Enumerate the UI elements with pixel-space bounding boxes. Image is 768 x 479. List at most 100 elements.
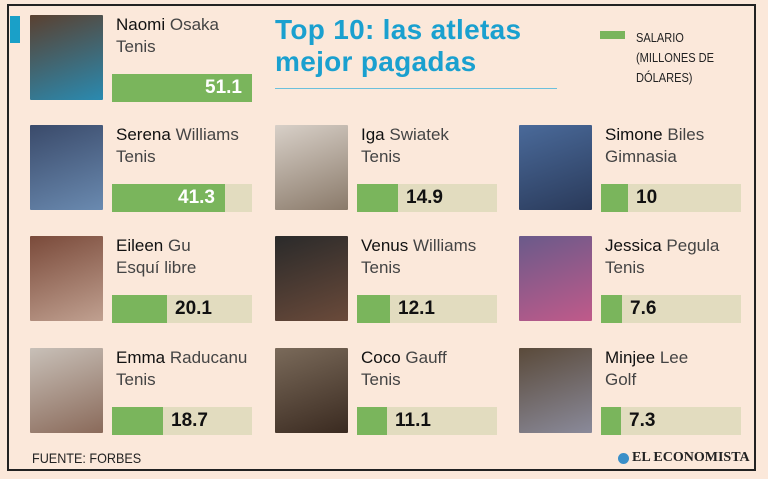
last-name: Gu bbox=[168, 236, 191, 255]
title-underline bbox=[275, 88, 557, 89]
athlete-name: Emma Raducanu bbox=[116, 348, 247, 368]
bar-value-label: 10 bbox=[636, 187, 658, 208]
bar-fill bbox=[601, 295, 622, 323]
bar-value-label: 12.1 bbox=[398, 298, 435, 319]
athlete-name: Coco Gauff bbox=[361, 348, 447, 368]
last-name: Pegula bbox=[666, 236, 720, 255]
bar-fill bbox=[357, 184, 398, 212]
last-name: Swiatek bbox=[389, 125, 449, 144]
bar-fill bbox=[112, 295, 167, 323]
athlete-photo bbox=[275, 348, 348, 433]
first-name: Iga bbox=[361, 125, 385, 144]
last-name: Williams bbox=[175, 125, 239, 144]
athlete-sport: Golf bbox=[605, 370, 637, 389]
athlete-name: Eileen Gu bbox=[116, 236, 191, 256]
bar-track: 7.3 bbox=[601, 407, 741, 435]
bar-track: 20.1 bbox=[112, 295, 252, 323]
athlete-card: Venus Williams Tenis 12.1 bbox=[275, 236, 505, 332]
athlete-sport: Tenis bbox=[116, 370, 156, 389]
athlete-sport: Tenis bbox=[116, 147, 156, 166]
first-name: Eileen bbox=[116, 236, 164, 255]
bar-fill bbox=[601, 184, 628, 212]
bar-fill bbox=[112, 407, 163, 435]
first-name: Naomi bbox=[116, 15, 166, 34]
bar-track: 11.1 bbox=[357, 407, 497, 435]
first-name: Coco bbox=[361, 348, 401, 367]
first-name: Jessica bbox=[605, 236, 662, 255]
athlete-name: Serena Williams bbox=[116, 125, 239, 145]
brand-name: EL ECONOMISTA bbox=[632, 450, 750, 465]
title-line-1: Top 10: las atletas bbox=[275, 14, 522, 45]
legend-swatch bbox=[600, 31, 625, 39]
source-note: FUENTE: FORBES bbox=[32, 450, 142, 466]
athlete-card: Eileen Gu Esquí libre 20.1 bbox=[30, 236, 260, 332]
last-name: Biles bbox=[667, 125, 705, 144]
athlete-photo bbox=[30, 348, 103, 433]
bar-track: 12.1 bbox=[357, 295, 497, 323]
athlete-photo bbox=[275, 236, 348, 321]
bar-value-label: 20.1 bbox=[175, 298, 212, 319]
athlete-name: Jessica Pegula bbox=[605, 236, 719, 256]
bar-value-label: 18.7 bbox=[171, 410, 208, 431]
athlete-name: Venus Williams bbox=[361, 236, 476, 256]
athlete-photo bbox=[519, 348, 592, 433]
athlete-name: Iga Swiatek bbox=[361, 125, 449, 145]
athlete-card: Coco Gauff Tenis 11.1 bbox=[275, 348, 505, 444]
athlete-photo bbox=[30, 236, 103, 321]
bar-value-label: 41.3 bbox=[178, 187, 215, 208]
bar-fill bbox=[357, 295, 390, 323]
bar-track: 14.9 bbox=[357, 184, 497, 212]
athlete-sport: Tenis bbox=[361, 147, 401, 166]
bar-track: 10 bbox=[601, 184, 741, 212]
athlete-photo bbox=[519, 236, 592, 321]
athlete-sport: Tenis bbox=[116, 37, 156, 56]
first-name: Serena bbox=[116, 125, 171, 144]
globe-icon bbox=[618, 452, 629, 464]
athlete-sport: Tenis bbox=[605, 258, 645, 277]
athlete-name: Minjee Lee bbox=[605, 348, 688, 368]
bar-value-label: 11.1 bbox=[395, 410, 431, 431]
athlete-card: Simone Biles Gimnasia 10 bbox=[519, 125, 749, 221]
bar-value-label: 14.9 bbox=[406, 187, 443, 208]
athlete-sport: Gimnasia bbox=[605, 147, 677, 166]
legend-label: SALARIO (MILLONES DE DÓLARES) bbox=[636, 30, 714, 85]
athlete-photo bbox=[30, 15, 103, 100]
accent-bar bbox=[10, 16, 20, 43]
bar-track: 18.7 bbox=[112, 407, 252, 435]
last-name: Osaka bbox=[169, 15, 219, 34]
infographic-frame bbox=[7, 4, 756, 471]
last-name: Gauff bbox=[405, 348, 447, 367]
athlete-sport: Tenis bbox=[361, 258, 401, 277]
chart-title: Top 10: las atletas mejor pagadas bbox=[275, 14, 521, 78]
first-name: Minjee bbox=[605, 348, 656, 367]
athlete-name: Naomi Osaka bbox=[116, 15, 219, 35]
athlete-photo bbox=[30, 125, 103, 210]
first-name: Venus bbox=[361, 236, 409, 255]
athlete-card: Minjee Lee Golf 7.3 bbox=[519, 348, 749, 444]
athlete-photo bbox=[519, 125, 592, 210]
bar-track: 51.1 bbox=[112, 74, 252, 102]
athlete-card: Jessica Pegula Tenis 7.6 bbox=[519, 236, 749, 332]
bar-track: 7.6 bbox=[601, 295, 741, 323]
athlete-photo bbox=[275, 125, 348, 210]
last-name: Williams bbox=[413, 236, 477, 255]
last-name: Lee bbox=[659, 348, 689, 367]
athlete-card: Iga Swiatek Tenis 14.9 bbox=[275, 125, 505, 221]
athlete-sport: Esquí libre bbox=[116, 258, 197, 277]
first-name: Emma bbox=[116, 348, 166, 367]
bar-fill bbox=[112, 74, 252, 102]
athlete-card: Naomi Osaka Tenis 51.1 bbox=[30, 15, 260, 111]
first-name: Simone bbox=[605, 125, 663, 144]
bar-value-label: 51.1 bbox=[205, 77, 242, 98]
bar-fill bbox=[112, 184, 225, 212]
last-name: Raducanu bbox=[169, 348, 248, 367]
athlete-name: Simone Biles bbox=[605, 125, 704, 145]
bar-track: 41.3 bbox=[112, 184, 252, 212]
athlete-card: Emma Raducanu Tenis 18.7 bbox=[30, 348, 260, 444]
bar-value-label: 7.6 bbox=[630, 298, 657, 319]
athlete-card: Serena Williams Tenis 41.3 bbox=[30, 125, 260, 221]
title-line-2: mejor pagadas bbox=[275, 46, 477, 77]
bar-value-label: 7.3 bbox=[629, 410, 656, 431]
athlete-sport: Tenis bbox=[361, 370, 401, 389]
bar-fill bbox=[601, 407, 621, 435]
